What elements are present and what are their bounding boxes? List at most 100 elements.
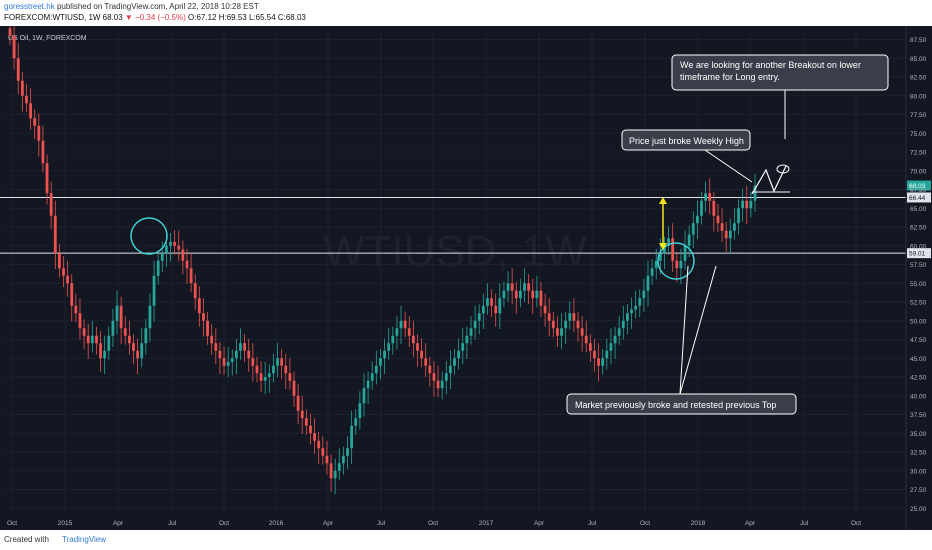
candle-body (428, 365, 432, 374)
x-tick-label: Oct (851, 520, 861, 527)
candle-body (737, 208, 740, 224)
candle-body (547, 313, 551, 321)
candle-body (679, 260, 683, 269)
candle-body (313, 433, 316, 441)
candle-body (337, 463, 341, 471)
y-tick-label: 50.00 (910, 318, 927, 325)
candle-body (169, 242, 172, 246)
candle-body (29, 103, 32, 119)
candle-body (510, 283, 514, 291)
candle-body (115, 305, 119, 321)
highlight-circle-right[interactable] (657, 242, 695, 280)
x-tick-label: Jul (800, 520, 809, 527)
callout-top[interactable]: We are looking for another Breakout on l… (671, 54, 889, 139)
candle-body (494, 305, 498, 314)
candle-body (498, 298, 502, 314)
candle-body (605, 350, 609, 359)
price-chart[interactable]: WTIUSD, 1W US Oil, 1W, FOREXCOM 66.44 59.… (0, 19, 932, 530)
candle-body (136, 350, 139, 359)
candle-body (621, 320, 625, 329)
symbol-info: FOREXCOM:WTIUSD, 1W 68.03 (4, 13, 123, 22)
chart-label: US Oil, 1W, FOREXCOM (8, 35, 87, 42)
candle-body (152, 275, 156, 306)
last-price-label: 68.03 (909, 183, 926, 190)
y-tick-label: 35.00 (910, 431, 927, 438)
candle-body (728, 230, 732, 239)
candle-body (630, 309, 633, 314)
candle-body (177, 245, 181, 250)
candle-body (8, 28, 12, 36)
chart-area[interactable]: WTIUSD, 1W US Oil, 1W, FOREXCOM 66.44 59.… (0, 19, 932, 530)
candle-body (436, 380, 440, 389)
candle-body (317, 440, 321, 449)
candle-body (691, 223, 695, 235)
candle-body (12, 35, 16, 59)
callout-mid[interactable]: Price just broke Weekly High (621, 129, 753, 183)
y-tick-label: 57.50 (910, 262, 927, 269)
candle-body (247, 350, 251, 359)
tradingview-logo[interactable]: TradingView (62, 535, 107, 544)
footer-bar: Created with TradingView (0, 530, 932, 550)
y-tick-label: 52.50 (910, 300, 927, 307)
candle-body (123, 328, 127, 336)
candle-body (90, 335, 94, 344)
candle-body (226, 362, 230, 366)
author-link[interactable]: goresstreet.hk (4, 2, 55, 11)
candle-body (144, 328, 148, 344)
publish-line: goresstreet.hk published on TradingView.… (4, 2, 259, 11)
candle-body (650, 268, 654, 276)
candle-body (749, 200, 753, 209)
candle-body (477, 313, 481, 321)
candle-body (354, 418, 358, 426)
candle-body (391, 335, 395, 344)
y-tick-label: 62.50 (910, 225, 927, 232)
candle-body (518, 290, 522, 299)
candle-body (280, 358, 284, 366)
candle-body (663, 245, 666, 254)
x-tick-label: 2016 (269, 520, 284, 527)
candle-body (646, 275, 650, 291)
candle-body (432, 373, 436, 381)
x-tick-label: Oct (219, 520, 229, 527)
publish-info: published on TradingView.com, April 22, … (56, 2, 259, 11)
candle-body (556, 328, 559, 336)
candle-body (74, 305, 78, 314)
candle-body (173, 242, 177, 246)
level-tag (907, 192, 931, 203)
x-tick-label: Apr (534, 520, 545, 527)
callout-bottom[interactable]: Market previously broke and retested pre… (566, 265, 797, 415)
candle-body (469, 328, 473, 336)
x-tick-label: 2018 (691, 520, 706, 527)
candle-body (374, 365, 378, 374)
candle-body (753, 185, 757, 201)
candle-body (539, 290, 543, 306)
candles-group (8, 19, 757, 494)
candle-body (486, 298, 489, 306)
candle-body (140, 343, 144, 359)
projection-drawing[interactable] (751, 164, 790, 195)
arrow-double-icon[interactable] (659, 197, 667, 250)
candle-body (296, 395, 300, 411)
chart-watermark: WTIUSD, 1W (323, 227, 587, 276)
candle-body (675, 260, 679, 269)
candle-body (444, 373, 448, 381)
callout-bottom-text: Market previously broke and retested pre… (575, 400, 776, 410)
callout-top-text: We are looking for another Breakout on l… (680, 60, 863, 82)
candle-body (597, 358, 600, 366)
candle-body (366, 380, 370, 389)
callout-mid-text: Price just broke Weekly High (629, 136, 744, 146)
candle-body (341, 455, 345, 464)
candle-body (733, 223, 736, 231)
candle-body (362, 388, 366, 404)
candle-body (634, 305, 638, 310)
candle-body (234, 350, 238, 359)
candle-body (197, 298, 201, 314)
candle-body (288, 373, 292, 381)
candle-body (165, 245, 168, 254)
highlight-circle-left[interactable] (130, 217, 168, 255)
candle-body (37, 125, 41, 141)
candle-body (695, 215, 699, 224)
created-with-text: Created with (4, 535, 49, 544)
candle-body (358, 403, 362, 419)
candle-body (111, 320, 115, 336)
